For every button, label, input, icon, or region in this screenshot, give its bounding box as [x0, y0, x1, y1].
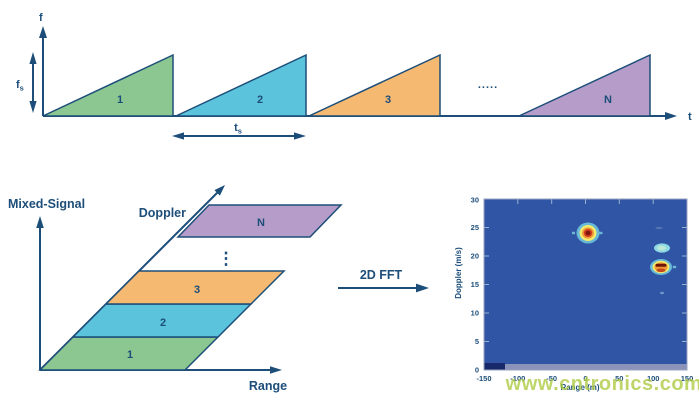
rd-plot-xlabel: Range (m)	[560, 383, 599, 392]
rd-plot-bottom-strip	[484, 364, 687, 370]
xtick-150: 150	[681, 374, 694, 383]
xtick-neg100: -100	[510, 374, 525, 383]
time-span-right-arrowhead-icon	[294, 132, 306, 140]
ytick-20: 20	[471, 252, 479, 261]
chirp-3-label: 3	[385, 94, 391, 106]
doppler-axis-arrowhead-icon	[214, 185, 225, 196]
target-2-weak-core	[657, 245, 666, 251]
row-3-parallelogram	[104, 270, 286, 305]
chirp-ellipsis: .....	[478, 79, 498, 91]
target-1-left-speck	[572, 231, 575, 235]
chirp-2-triangle	[175, 53, 307, 117]
row-2-label: 2	[160, 317, 166, 329]
rd-plot-bottom-left-patch	[484, 363, 505, 370]
faint-smudge	[655, 226, 663, 230]
faint-speck	[660, 291, 664, 295]
xtick-neg50: -50	[546, 374, 557, 383]
row-3-label: 3	[194, 284, 200, 296]
freq-span-base: f	[16, 79, 20, 91]
xtick-0: 0	[583, 374, 587, 383]
freq-span-up-arrowhead-icon	[29, 52, 37, 64]
ytick-15: 15	[471, 280, 479, 289]
time-span-left-arrowhead-icon	[172, 132, 184, 140]
time-axis-label: t	[688, 111, 692, 123]
range-axis-arrowhead-icon	[270, 366, 282, 374]
rd-plot-detections	[572, 222, 677, 295]
row-1-label: 1	[127, 349, 133, 361]
chirp-n-label: N	[604, 94, 612, 106]
ytick-10: 10	[471, 309, 479, 318]
freq-axis-label: f	[39, 12, 43, 24]
freq-span-down-arrowhead-icon	[29, 101, 37, 113]
ytick-30: 30	[471, 196, 479, 205]
ytick-5: 5	[475, 337, 479, 346]
rd-plot-inner-ticks	[484, 199, 687, 342]
target-1-core	[585, 230, 591, 236]
freq-axis-arrowhead-icon	[39, 26, 47, 38]
fft-arrow-label: 2D FFT	[360, 268, 403, 282]
ytick-25: 25	[471, 223, 479, 232]
xtick-neg150: -150	[476, 374, 491, 383]
target-3-core-bar	[655, 263, 667, 267]
target-1-right-speck	[599, 231, 603, 235]
fft-arrowhead-icon	[416, 283, 429, 293]
time-span-label: ts	[234, 122, 242, 136]
ytick-0: 0	[475, 366, 479, 375]
xtick-100: 100	[647, 374, 660, 383]
rd-plot-ylabel: Doppler (m/s)	[454, 247, 463, 299]
chirp-2-label: 2	[257, 94, 263, 106]
xtick-50: 50	[615, 374, 623, 383]
freq-span-sub: s	[20, 84, 24, 93]
chirp-3-triangle	[308, 53, 441, 117]
time-span-base: t	[234, 122, 238, 134]
row-n-parallelogram	[176, 204, 343, 238]
chirp-1-label: 1	[117, 94, 123, 106]
range-axis-label: Range	[249, 379, 287, 393]
time-span-sub: s	[238, 127, 242, 136]
target-3-lower-smear	[656, 268, 666, 273]
target-3-right-speck	[672, 265, 677, 269]
row-n-label: N	[257, 217, 265, 229]
bottom-chart-title: Mixed-Signal	[8, 197, 85, 211]
rd-plot-border	[483, 198, 688, 371]
chirp-1-triangle	[42, 53, 174, 117]
rows-vertical-ellipsis: ⋮	[218, 249, 235, 268]
watermark-text: www.cntronics.com	[505, 373, 699, 395]
mixed-signal-axis-arrowhead-icon	[36, 216, 44, 228]
freq-span-label: fs	[16, 79, 24, 93]
time-axis-arrowhead-icon	[665, 112, 677, 120]
doppler-axis-label: Doppler	[139, 206, 186, 220]
chirp-n-triangle	[518, 53, 651, 117]
